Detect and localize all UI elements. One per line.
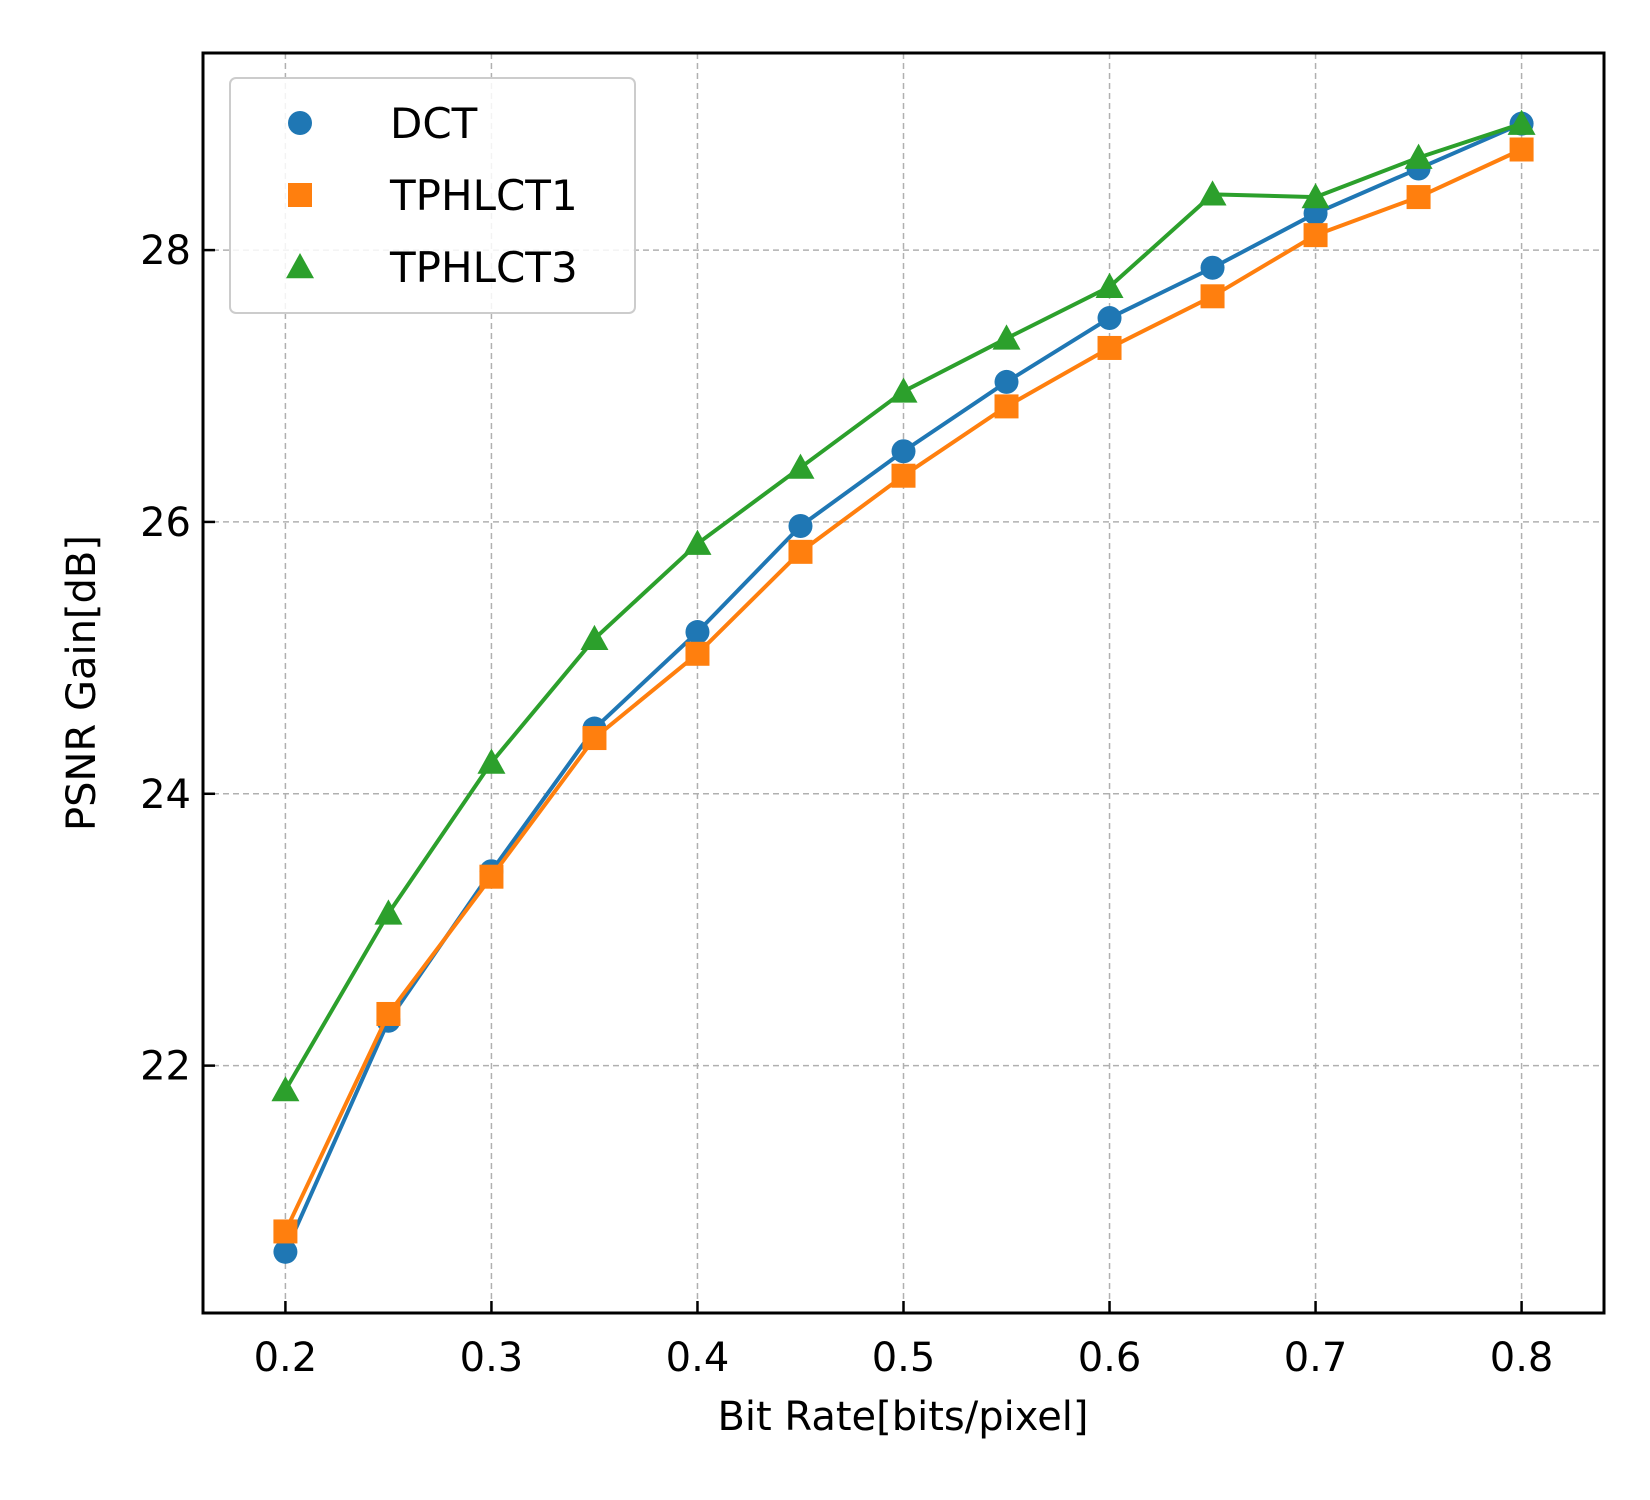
data-point xyxy=(1303,223,1328,248)
legend-marker xyxy=(288,183,312,207)
y-tick-label: 28 xyxy=(140,228,191,274)
data-point xyxy=(273,1239,298,1264)
data-point xyxy=(788,514,813,539)
x-tick-label: 0.7 xyxy=(1284,1335,1348,1381)
legend-item: TPHLCT3 xyxy=(286,243,578,292)
data-point xyxy=(889,377,918,403)
legend-label: TPHLCT1 xyxy=(389,171,578,220)
legend-marker xyxy=(286,253,314,279)
x-axis-label: Bit Rate[bits/pixel] xyxy=(717,1394,1088,1440)
data-point xyxy=(994,394,1019,419)
data-point xyxy=(994,369,1019,394)
legend-marker xyxy=(288,111,312,135)
data-point xyxy=(1301,183,1330,209)
data-point xyxy=(374,899,403,925)
data-point xyxy=(1404,143,1433,169)
data-point xyxy=(1095,272,1124,298)
x-tick-label: 0.3 xyxy=(460,1335,524,1381)
data-point xyxy=(788,539,813,564)
data-point xyxy=(1200,284,1225,309)
data-point xyxy=(1406,185,1431,210)
x-tick-label: 0.4 xyxy=(666,1335,730,1381)
legend-label: DCT xyxy=(390,99,478,148)
y-tick-label: 24 xyxy=(140,772,191,818)
legend-box xyxy=(229,77,636,314)
data-point xyxy=(479,864,504,889)
data-point xyxy=(786,453,815,479)
data-point xyxy=(580,624,609,651)
y-tick-label: 22 xyxy=(140,1044,191,1090)
axis-ticks: 0.2 0.3 0.4 0.5 0.6 0.7 0.8 22 24 26 28 xyxy=(140,228,1553,1381)
data-point xyxy=(271,1076,300,1102)
data-point xyxy=(582,726,607,751)
x-tick-label: 0.5 xyxy=(872,1335,936,1381)
x-tick-label: 0.8 xyxy=(1490,1335,1554,1381)
legend: DCT TPHLCT1 TPHLCT3 xyxy=(229,77,636,314)
data-point xyxy=(685,620,710,645)
data-point xyxy=(683,529,712,555)
x-tick-label: 0.2 xyxy=(254,1335,318,1381)
series-tphlct3 xyxy=(271,109,1536,1102)
data-point xyxy=(1509,137,1534,162)
y-axis-label: PSNR Gain[dB] xyxy=(59,535,105,831)
data-point xyxy=(1097,335,1122,360)
data-point xyxy=(1097,306,1122,331)
series-layer xyxy=(271,109,1536,1264)
series-tphlct1 xyxy=(273,137,1534,1244)
data-point xyxy=(891,463,916,488)
data-point xyxy=(1198,180,1227,206)
grid xyxy=(203,53,1604,1313)
data-point xyxy=(273,1219,298,1244)
legend-label: TPHLCT3 xyxy=(389,243,578,292)
x-tick-label: 0.6 xyxy=(1078,1335,1142,1381)
data-point xyxy=(685,641,710,666)
data-point xyxy=(992,324,1021,350)
data-point xyxy=(376,1001,401,1026)
data-point xyxy=(1200,255,1225,280)
legend-item: TPHLCT1 xyxy=(288,171,578,220)
data-point xyxy=(477,748,506,774)
y-tick-label: 26 xyxy=(140,500,191,546)
data-point xyxy=(891,439,916,464)
data-point xyxy=(1507,109,1536,135)
legend-item: DCT xyxy=(288,99,478,148)
